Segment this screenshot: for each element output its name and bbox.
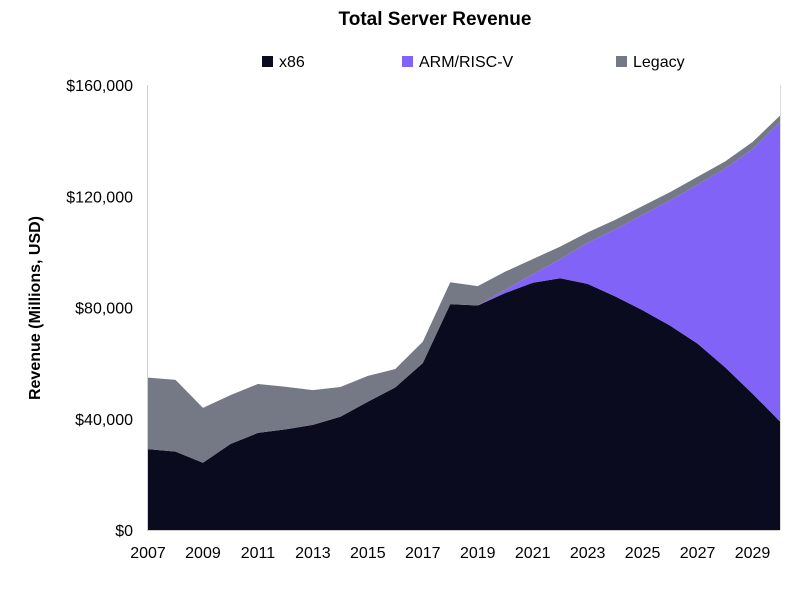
y-tick-label: $160,000 bbox=[66, 78, 133, 95]
legend-label: Legacy bbox=[633, 54, 685, 71]
area-arm-risc-v bbox=[148, 122, 780, 463]
plot-areas bbox=[148, 115, 780, 530]
x-tick-label: 2025 bbox=[625, 545, 661, 562]
y-ticks: $0 $40,000 $80,000 $120,000 $160,000 bbox=[66, 78, 133, 540]
y-tick-label: $40,000 bbox=[75, 412, 133, 429]
x-tick-label: 2007 bbox=[130, 545, 166, 562]
legend: x86 ARM/RISC-V Legacy bbox=[262, 54, 685, 71]
area-legacy bbox=[148, 115, 780, 463]
legend-label: ARM/RISC-V bbox=[419, 54, 514, 71]
x-tick-label: 2021 bbox=[515, 545, 551, 562]
legend-swatch bbox=[616, 56, 627, 67]
x-tick-label: 2017 bbox=[405, 545, 441, 562]
x-tick-label: 2015 bbox=[350, 545, 386, 562]
x-tick-label: 2029 bbox=[735, 545, 771, 562]
x-tick-label: 2023 bbox=[570, 545, 606, 562]
chart-title: Total Server Revenue bbox=[339, 9, 532, 30]
legend-label: x86 bbox=[279, 54, 305, 71]
x-ticks: 2007 2009 2011 2013 2015 2017 2019 2021 2023 2025… bbox=[130, 545, 770, 562]
legend-item: Legacy bbox=[616, 54, 685, 71]
legend-swatch bbox=[262, 56, 273, 67]
x-tick-label: 2027 bbox=[680, 545, 716, 562]
y-tick-label: $120,000 bbox=[66, 189, 133, 206]
legend-item: x86 bbox=[262, 54, 305, 71]
x-tick-label: 2009 bbox=[185, 545, 221, 562]
y-tick-label: $0 bbox=[115, 523, 133, 540]
y-tick-label: $80,000 bbox=[75, 301, 133, 318]
x-tick-label: 2013 bbox=[295, 545, 331, 562]
legend-swatch bbox=[402, 56, 413, 67]
x-tick-label: 2019 bbox=[460, 545, 496, 562]
legend-item: ARM/RISC-V bbox=[402, 54, 514, 71]
area-x86 bbox=[148, 278, 780, 530]
x-tick-label: 2011 bbox=[241, 545, 276, 562]
y-axis-label: Revenue (Millions, USD) bbox=[27, 216, 44, 400]
